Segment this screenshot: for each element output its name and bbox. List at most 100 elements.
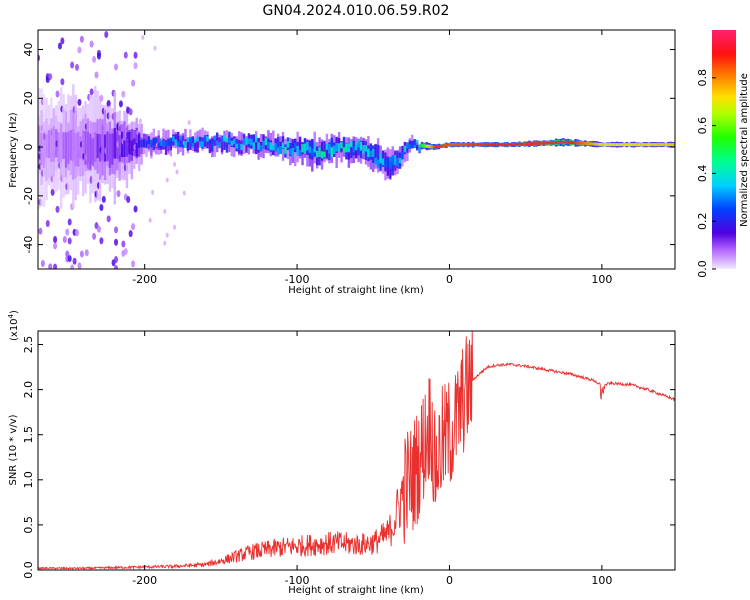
spectrogram-cell [435, 145, 438, 149]
spectrogram-cell [99, 237, 104, 245]
spectrogram-cell [215, 140, 219, 146]
spectrogram-cell [106, 99, 111, 107]
spectrogram-cell [133, 62, 138, 70]
spectrogram-cell [350, 141, 353, 148]
x-tick-label: -100 [285, 574, 310, 587]
spectrogram-cell [72, 129, 75, 162]
spectrogram-cell [535, 142, 538, 145]
spectrogram-cell [131, 79, 136, 87]
spectrogram-cell [131, 260, 136, 268]
spectrogram-cell [559, 140, 563, 144]
spectrogram-cell [562, 140, 565, 144]
spectrogram-cell [237, 142, 241, 150]
spectrogram-cell [267, 141, 270, 149]
spectrogram-cell [659, 143, 663, 147]
spectrogram-cell [581, 141, 585, 145]
spectrogram-cell [496, 143, 499, 147]
spectrogram-cell [437, 145, 441, 148]
spectrogram-cell [323, 140, 326, 159]
spectrogram-cell [191, 136, 195, 147]
spectrogram-cell [301, 144, 304, 153]
spectrogram-cell [48, 73, 53, 81]
spectrogram-cell [53, 263, 58, 269]
spectrogram-cell [262, 140, 265, 149]
spectrogram-cell [513, 143, 516, 146]
colorbar-tick-label: 0.4 [696, 165, 709, 183]
spectrogram-cell [163, 209, 167, 215]
spectrogram-cell [415, 145, 419, 151]
spectrogram-cell [213, 136, 216, 157]
spectrogram-cell [123, 140, 126, 158]
spectrogram-cell [337, 143, 341, 152]
spectrogram-cell [62, 236, 67, 244]
x-tick-label: -100 [285, 273, 310, 286]
spectrogram-cell [55, 90, 60, 98]
spectrogram-cell [45, 220, 50, 228]
spectrogram-cell [459, 143, 463, 147]
spectrogram-cell [281, 142, 285, 149]
spectrogram-cell [433, 145, 436, 149]
spectrogram-cell [118, 134, 121, 163]
spectrogram-cell [362, 145, 365, 154]
spectrogram-cell [342, 147, 346, 153]
spectrogram-cell [196, 136, 199, 141]
spectrogram-cell [101, 195, 106, 203]
spectrogram-cell [220, 139, 224, 153]
spectrogram-cell [114, 226, 119, 234]
y-tick-label: 0 [22, 144, 35, 151]
spectrogram-cell [230, 140, 234, 146]
spectrogram-cell [75, 229, 80, 237]
spectrogram-cell [152, 138, 155, 145]
spectrogram-cell [596, 142, 599, 146]
spectrogram-cell [428, 144, 431, 148]
spectrogram-cell [184, 141, 187, 149]
spectrogram-cell [247, 138, 251, 144]
spectrogram-cell [630, 143, 633, 147]
spectrogram-cell [186, 137, 190, 142]
spectrogram-cell [664, 143, 668, 147]
spectrogram-cell [92, 232, 97, 240]
spectrogram-cell [60, 78, 65, 86]
spectrogram-cell [657, 143, 660, 147]
snr-line-group [38, 331, 675, 570]
spectrogram-cell [187, 120, 191, 126]
spectrogram-cell [298, 149, 302, 157]
spectrogram-cell [174, 139, 177, 146]
spectrogram-cell [345, 143, 348, 153]
spectrogram-cell [491, 143, 494, 147]
spectrogram-cell [542, 141, 546, 145]
spectrogram-cell [574, 141, 577, 145]
spectrogram-cell [130, 140, 134, 156]
spectrogram-cell [89, 40, 94, 48]
x-tick-label: 0 [446, 273, 453, 286]
spectrogram-cell [150, 141, 153, 156]
spectrogram-cell [60, 37, 65, 45]
spectrogram-cell [91, 138, 95, 166]
spectrogram-cell [99, 204, 104, 212]
spectrogram-cell [294, 138, 297, 167]
spectrogram-cell [147, 136, 151, 144]
spectrogram-cell [167, 138, 170, 146]
colorbar-gradient [712, 30, 736, 269]
spectrogram-cell [42, 131, 46, 168]
spectrogram-cell [165, 232, 169, 238]
spectrogram-cell [272, 144, 275, 151]
spectrogram-cell [330, 137, 333, 154]
spectrogram-cell [645, 143, 648, 147]
spectrogram-cell [135, 127, 138, 159]
y-tick-label: 0.5 [22, 516, 35, 534]
spectrogram-cell [81, 130, 85, 161]
spectrogram-cell [298, 136, 302, 156]
spectrogram-cell [450, 143, 453, 147]
spectrogram-cell [92, 55, 97, 63]
spectrogram-cell [486, 143, 490, 147]
spectrogram-cell [53, 242, 58, 250]
spectrogram-cell [294, 142, 297, 150]
spectrogram-cell [579, 141, 582, 145]
spectrogram-cell [67, 131, 70, 164]
spectrogram-cell [464, 143, 468, 147]
spectrogram-cell [208, 139, 212, 145]
spectrogram-cell [320, 151, 324, 159]
spectrogram-cell [233, 138, 236, 145]
spectrogram-cell [637, 143, 641, 147]
